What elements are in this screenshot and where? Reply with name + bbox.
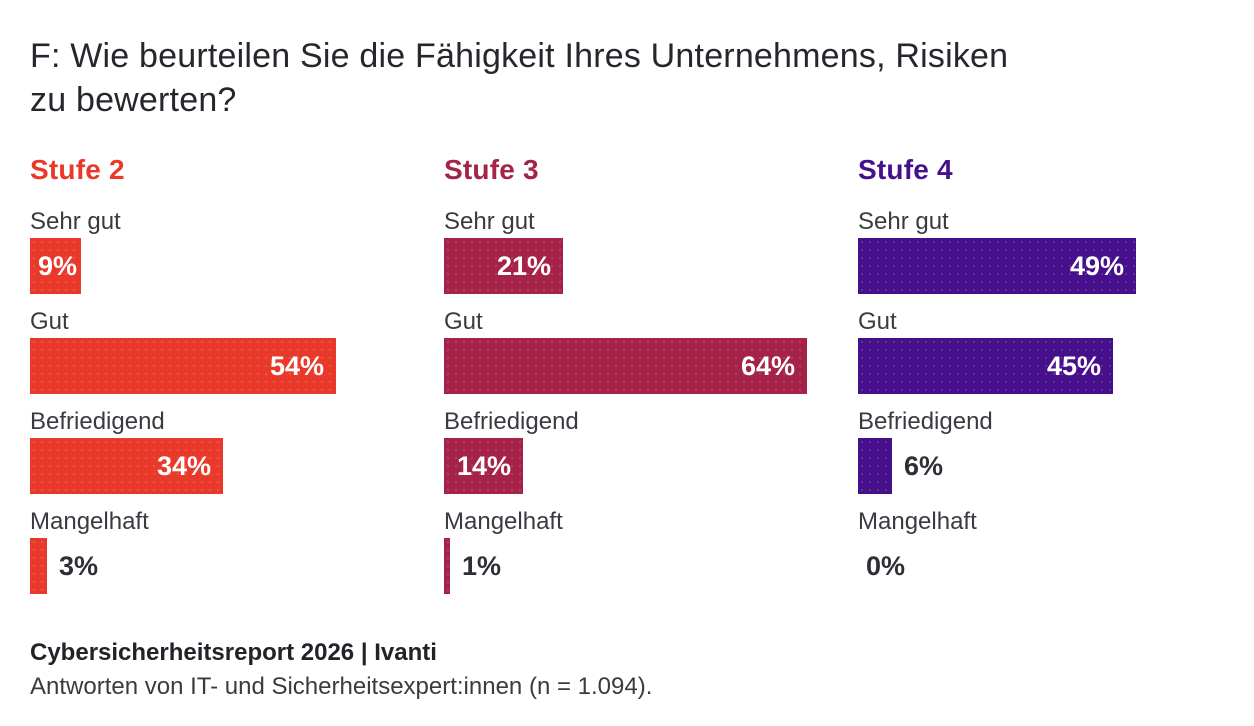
bar-track: 64% <box>444 338 858 394</box>
chart-title-line1: F: Wie beurteilen Sie die Fähigkeit Ihre… <box>30 37 1009 75</box>
bar-row-stufe2-gut: Gut 54% <box>30 308 444 394</box>
bar-stufe4-sehr-gut: 49% <box>858 238 1136 294</box>
bar-track: 1% <box>444 538 858 594</box>
bar-value: 6% <box>904 450 944 481</box>
category-label: Mangelhaft <box>444 508 563 535</box>
bar-value: 54% <box>269 350 324 381</box>
bar-value: 64% <box>740 350 795 381</box>
category-label: Sehr gut <box>444 208 535 235</box>
bar-row-stufe2-mangelhaft: Mangelhaft 3% <box>30 508 444 594</box>
category-label: Gut <box>30 308 69 335</box>
bar-stufe3-sehr-gut: 21% <box>444 238 563 294</box>
bar-value: 9% <box>38 250 78 281</box>
bar-row-stufe4-befriedigend: Befriedigend 6% <box>858 408 1254 494</box>
bar-track: 45% <box>858 338 1254 394</box>
bar-value: 45% <box>1046 350 1101 381</box>
bar-stufe3-befriedigend: 14% <box>444 438 523 494</box>
column-stufe-2: Stufe 2 Sehr gut 9% Gut 54% Befriedigend <box>30 154 444 608</box>
bar-row-stufe3-sehr-gut: Sehr gut 21% <box>444 208 858 294</box>
bar-stufe3-mangelhaft <box>444 538 450 594</box>
category-label: Befriedigend <box>444 408 579 435</box>
category-label: Sehr gut <box>30 208 121 235</box>
category-label: Gut <box>858 308 897 335</box>
bar-row-stufe3-befriedigend: Befriedigend 14% <box>444 408 858 494</box>
bar-value: 34% <box>156 450 211 481</box>
category-label: Sehr gut <box>858 208 949 235</box>
bar-track: 9% <box>30 238 444 294</box>
bar-track: 54% <box>30 338 444 394</box>
column-stufe-4: Stufe 4 Sehr gut 49% Gut 45% Befriedigen… <box>858 154 1254 608</box>
bar-row-stufe2-befriedigend: Befriedigend 34% <box>30 408 444 494</box>
column-stufe-3: Stufe 3 Sehr gut 21% Gut 64% Befriedigen… <box>444 154 858 608</box>
category-label: Mangelhaft <box>858 508 977 535</box>
bar-value: 21% <box>496 250 551 281</box>
chart-title: F: Wie beurteilen Sie die Fähigkeit Ihre… <box>30 34 1226 122</box>
bar-value: 3% <box>59 550 99 581</box>
bar-track: 49% <box>858 238 1254 294</box>
category-label: Gut <box>444 308 483 335</box>
bar-track: 0% <box>858 538 1254 594</box>
bar-value: 0% <box>866 550 906 581</box>
bar-value: 1% <box>462 550 502 581</box>
category-label: Befriedigend <box>30 408 165 435</box>
bar-row-stufe3-mangelhaft: Mangelhaft 1% <box>444 508 858 594</box>
bar-row-stufe4-gut: Gut 45% <box>858 308 1254 394</box>
column-header-stufe-2: Stufe 2 <box>30 154 125 185</box>
bar-stufe4-befriedigend <box>858 438 892 494</box>
chart-title-line2: zu bewerten? <box>30 81 237 119</box>
footer-source: Cybersicherheitsreport 2026 | Ivanti <box>30 639 437 666</box>
bar-value: 14% <box>456 450 511 481</box>
bar-stufe4-gut: 45% <box>858 338 1113 394</box>
bar-row-stufe4-mangelhaft: Mangelhaft 0% <box>858 508 1254 594</box>
bar-value: 49% <box>1069 250 1124 281</box>
bar-stufe2-sehr-gut: 9% <box>30 238 81 294</box>
chart-columns: Stufe 2 Sehr gut 9% Gut 54% Befriedigend <box>30 154 1226 608</box>
bar-stufe2-befriedigend: 34% <box>30 438 223 494</box>
bar-row-stufe3-gut: Gut 64% <box>444 308 858 394</box>
bar-track: 21% <box>444 238 858 294</box>
column-header-stufe-3: Stufe 3 <box>444 154 539 185</box>
bar-track: 34% <box>30 438 444 494</box>
bar-track: 3% <box>30 538 444 594</box>
chart-footer: Cybersicherheitsreport 2026 | Ivanti Ant… <box>30 638 1226 702</box>
bar-track: 6% <box>858 438 1254 494</box>
bar-stufe3-gut: 64% <box>444 338 807 394</box>
category-label: Befriedigend <box>858 408 993 435</box>
bar-stufe2-gut: 54% <box>30 338 336 394</box>
column-header-stufe-4: Stufe 4 <box>858 154 953 185</box>
bar-stufe2-mangelhaft <box>30 538 47 594</box>
footer-note: Antworten von IT- und Sicherheitsexpert:… <box>30 673 653 700</box>
bar-row-stufe4-sehr-gut: Sehr gut 49% <box>858 208 1254 294</box>
bar-row-stufe2-sehr-gut: Sehr gut 9% <box>30 208 444 294</box>
category-label: Mangelhaft <box>30 508 149 535</box>
bar-track: 14% <box>444 438 858 494</box>
